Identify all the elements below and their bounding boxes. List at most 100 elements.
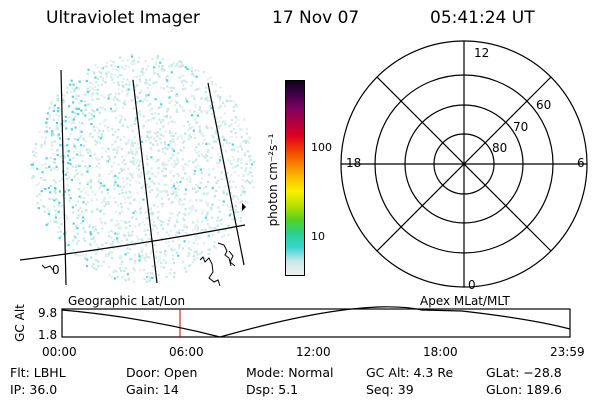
uv-dot [145, 155, 148, 158]
uv-dot [196, 229, 199, 232]
uv-dot [157, 260, 160, 263]
uv-dot [45, 166, 48, 170]
uv-dot [86, 265, 89, 268]
uv-dot [181, 141, 185, 144]
uv-dot [94, 81, 98, 84]
uv-dot [219, 96, 222, 99]
uv-dot [55, 113, 58, 117]
uv-dot [198, 236, 201, 240]
uv-dot [202, 71, 205, 74]
uv-dot [143, 71, 146, 75]
alt-xtick-0600: 06:00 [169, 345, 204, 359]
uv-dot [231, 218, 234, 221]
uv-dot [59, 230, 62, 233]
uv-dot [132, 267, 135, 270]
uv-dot [153, 116, 156, 119]
uv-dot [71, 206, 74, 209]
uv-dot [172, 254, 175, 257]
uv-dot [119, 254, 122, 257]
uv-dot [244, 141, 247, 145]
uv-dot [164, 183, 167, 186]
uv-dot [228, 214, 231, 217]
uv-dot [192, 254, 195, 258]
uv-dot [97, 110, 101, 113]
uv-dot [107, 202, 110, 205]
uv-dot [140, 250, 143, 253]
uv-dot [70, 117, 73, 120]
uv-dot [159, 61, 162, 64]
uv-dot [97, 135, 100, 138]
uv-dot [84, 165, 87, 168]
uv-dot [141, 254, 144, 257]
uv-dot [138, 109, 141, 113]
uv-dot [125, 226, 128, 229]
uv-dot [131, 176, 134, 179]
uv-dot [137, 146, 140, 150]
uv-dot [152, 225, 155, 228]
uv-dot [227, 224, 230, 227]
uv-dot [125, 183, 129, 186]
uv-dot [234, 165, 237, 168]
uv-dot [114, 232, 117, 235]
uv-dot [242, 187, 245, 190]
uv-dot [144, 82, 147, 86]
uv-dot [107, 129, 110, 132]
uv-dot [169, 212, 172, 215]
uv-dot [173, 87, 176, 90]
uv-dot [101, 147, 104, 150]
uv-dot [32, 174, 35, 177]
uv-dot [248, 155, 251, 158]
uv-dot [162, 134, 165, 138]
uv-dot [139, 208, 142, 211]
uv-dot [107, 230, 110, 234]
uv-dot [143, 277, 146, 281]
uv-dot [125, 94, 128, 97]
uv-dot [230, 135, 233, 139]
uv-dot [166, 85, 169, 88]
uv-dot [149, 233, 152, 236]
uv-dot [173, 160, 176, 163]
uv-dot [243, 118, 246, 121]
uv-dot [127, 65, 131, 68]
uv-dot [232, 109, 235, 112]
uv-dot [90, 113, 93, 116]
uv-dot [152, 69, 156, 72]
uv-dot [130, 144, 134, 147]
uv-dot [39, 177, 42, 180]
uv-dot [148, 256, 151, 259]
uv-dot [88, 223, 91, 226]
uv-dot [129, 202, 132, 205]
uv-dot [141, 73, 144, 76]
uv-dot [170, 65, 173, 68]
uv-dot [191, 67, 194, 70]
uv-dot [160, 237, 163, 240]
uv-dot [68, 120, 71, 123]
uv-dot [208, 96, 211, 99]
uv-dot [197, 143, 200, 146]
uv-dot [100, 83, 103, 86]
uv-dot [86, 72, 89, 75]
uv-dot [102, 130, 105, 133]
uv-dot [48, 113, 51, 116]
uv-dot [175, 181, 179, 184]
uv-dot [109, 107, 113, 110]
uv-dot [135, 75, 138, 78]
uv-dot [30, 166, 33, 169]
uv-dot [97, 249, 100, 252]
uv-dot [159, 105, 162, 108]
uv-dot [114, 110, 117, 113]
uv-dot [124, 118, 127, 121]
uv-dot [189, 199, 192, 202]
uv-dot [151, 272, 154, 275]
uv-dot [133, 199, 136, 202]
uv-dot [111, 68, 114, 71]
uv-dot [149, 208, 152, 211]
uv-dot [178, 174, 181, 177]
uv-dot [171, 240, 174, 243]
uv-dot [183, 224, 186, 227]
uv-dot [216, 95, 220, 98]
uv-dot [41, 164, 44, 167]
uv-dot [81, 160, 84, 163]
uv-dot [155, 195, 158, 198]
uv-dot [103, 200, 106, 203]
